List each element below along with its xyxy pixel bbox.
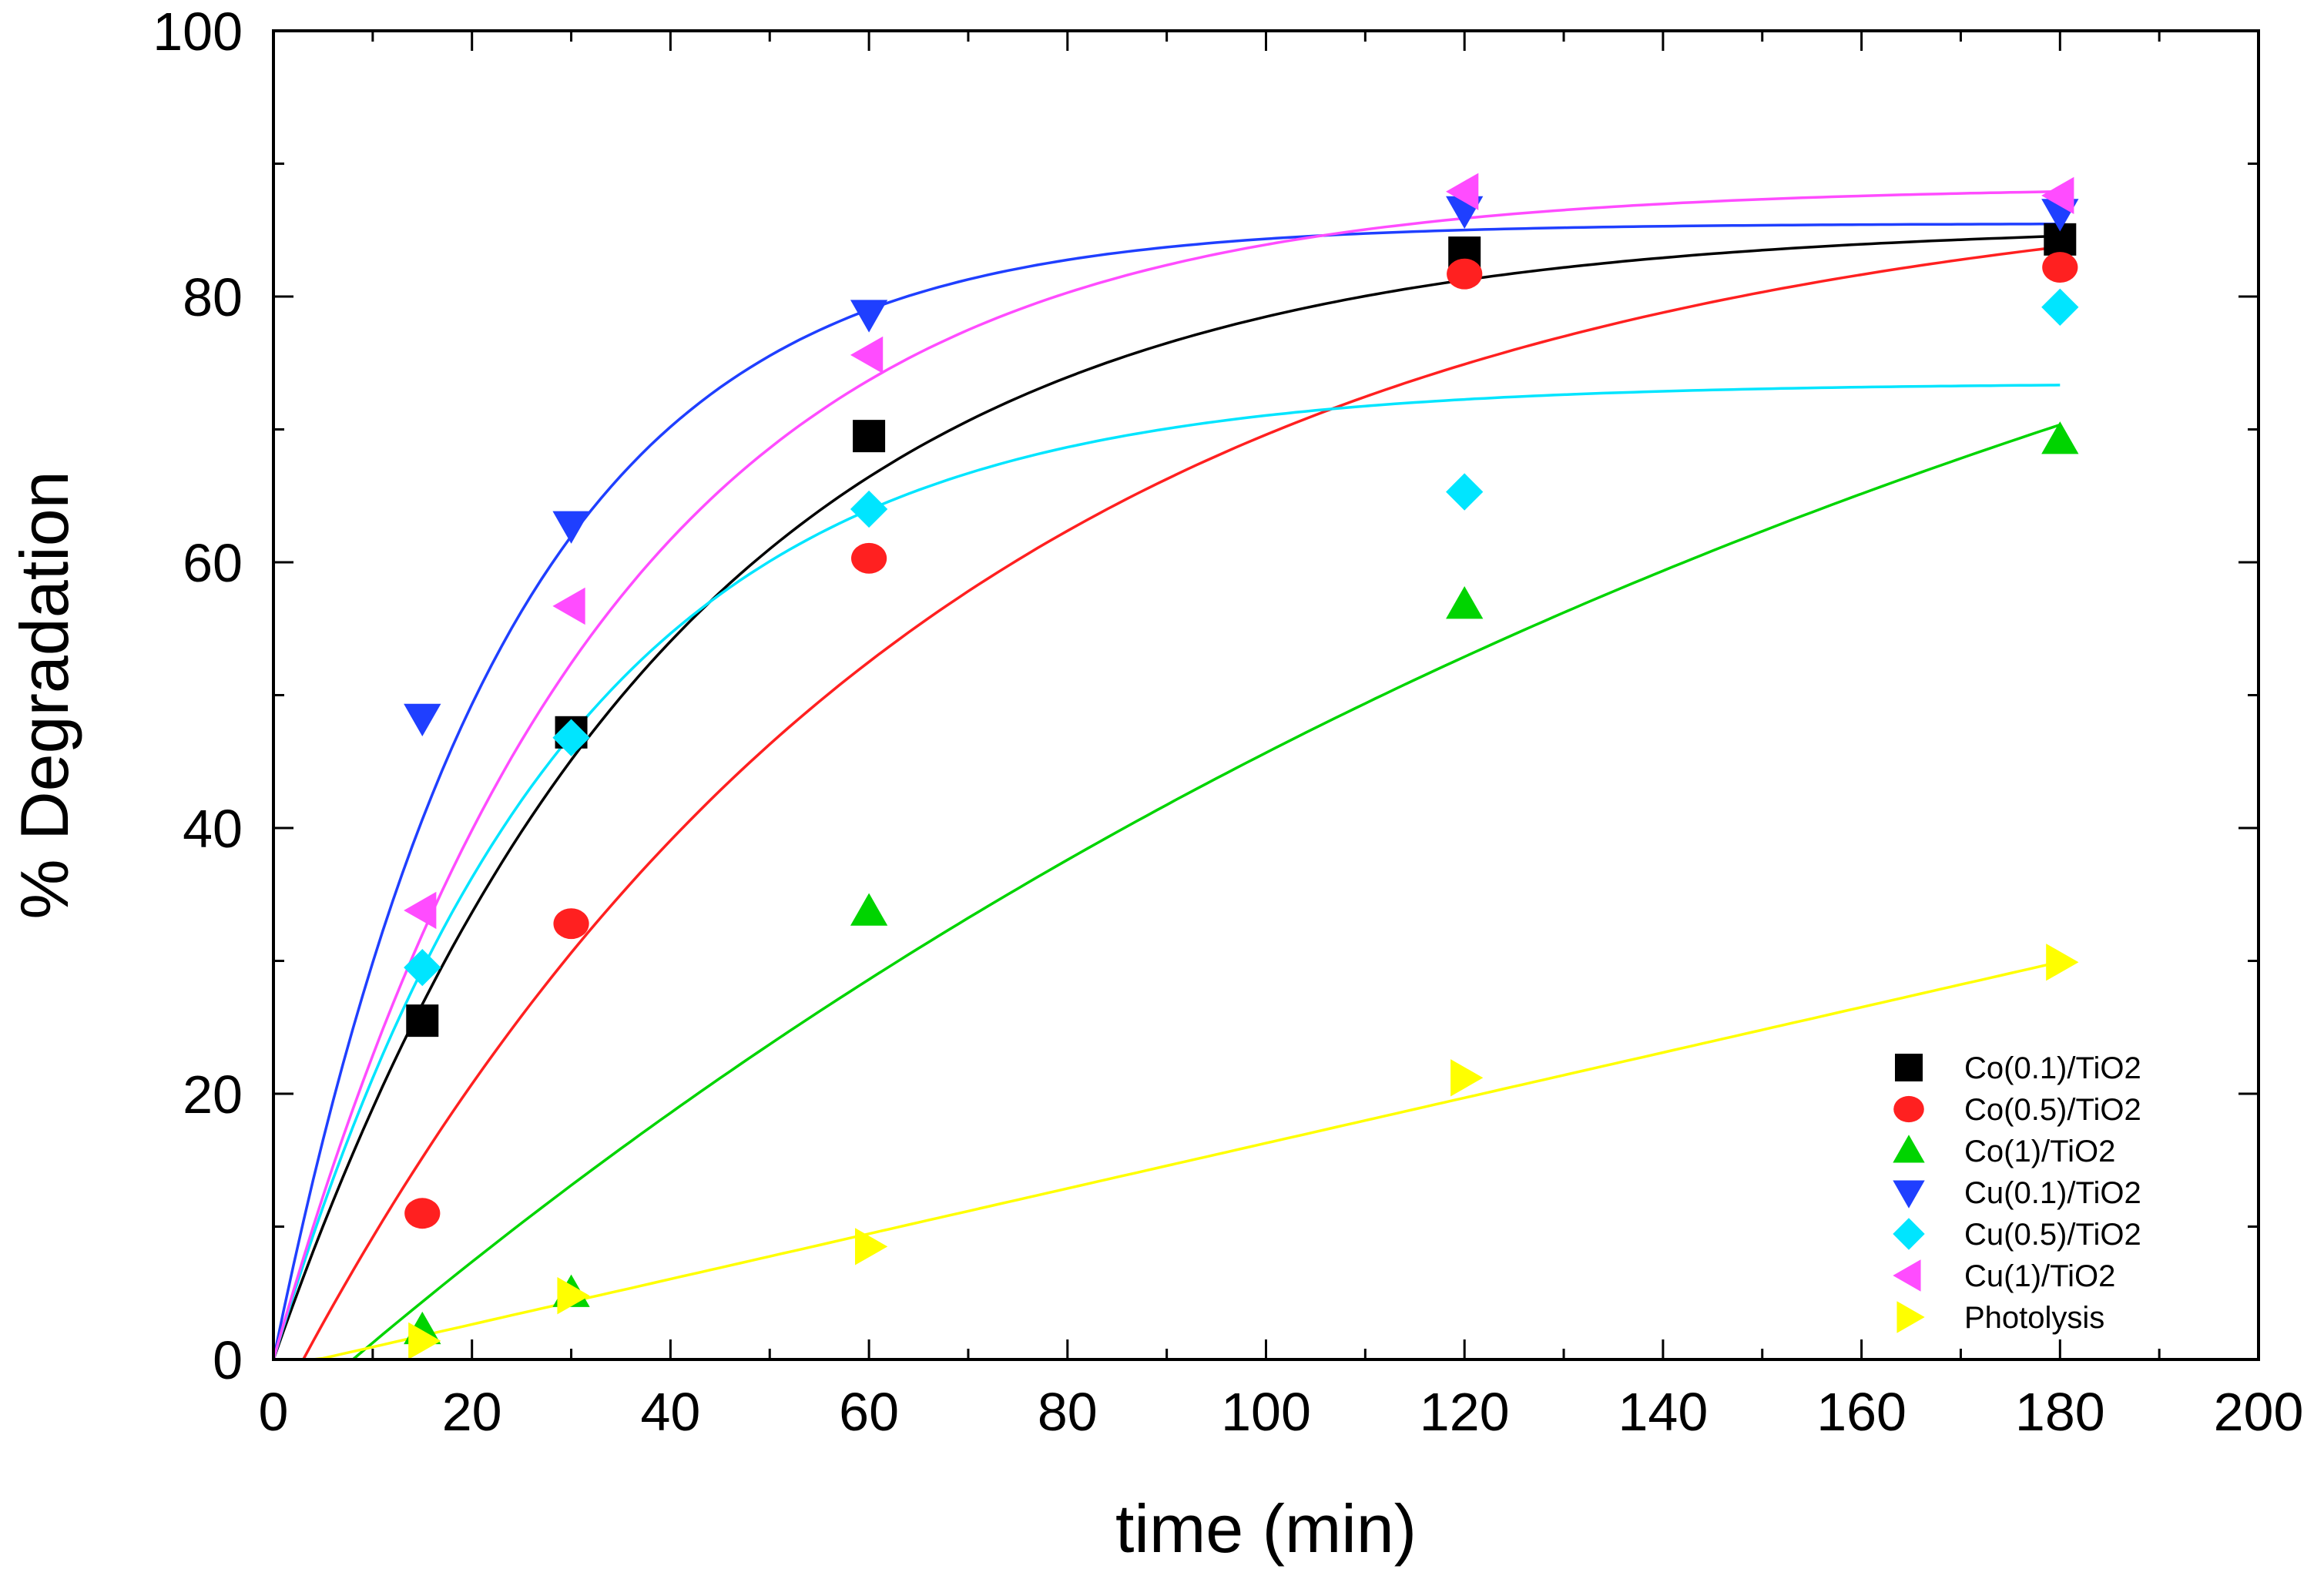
legend-marker-co-0-1-tio2 <box>1895 1054 1923 1081</box>
fit-curves <box>272 189 2061 1361</box>
data-point-co-0-5-tio2 <box>1447 258 1483 290</box>
x-tick-label: 80 <box>1038 1382 1098 1442</box>
fit-curve-co-0-5-tio2 <box>273 245 2061 1361</box>
data-point-co-1-tio2 <box>2041 421 2079 454</box>
data-point-co-0-1-tio2 <box>853 420 886 453</box>
data-point-cu-0-1-tio2 <box>552 511 590 544</box>
y-axis-title: % Degradation <box>6 471 82 919</box>
x-tick-label: 120 <box>1420 1382 1510 1442</box>
y-tick-label: 100 <box>153 2 243 62</box>
legend-label-co-0-1-tio2: Co(0.1)/TiO2 <box>1964 1051 2141 1085</box>
data-point-cu-0-5-tio2 <box>2041 288 2079 326</box>
y-tick-label: 40 <box>183 799 243 859</box>
data-point-cu-1-tio2 <box>552 587 585 625</box>
x-tick-label: 40 <box>640 1382 700 1442</box>
legend-marker-co-1-tio2 <box>1893 1135 1925 1163</box>
legend-marker-cu-1-tio2 <box>1893 1259 1921 1292</box>
legend-marker-cu-0-1-tio2 <box>1893 1180 1925 1209</box>
legend-label-photolysis: Photolysis <box>1964 1301 2104 1335</box>
data-point-cu-1-tio2 <box>404 891 437 930</box>
data-point-cu-0-5-tio2 <box>404 948 441 987</box>
legend-label-cu-1-tio2: Cu(1)/TiO2 <box>1964 1259 2115 1293</box>
data-point-co-0-5-tio2 <box>553 908 589 940</box>
legend-marker-photolysis <box>1896 1301 1925 1333</box>
legend-label-cu-0-5-tio2: Cu(0.5)/TiO2 <box>1964 1218 2141 1252</box>
data-point-co-0-1-tio2 <box>406 1004 439 1038</box>
x-tick-label: 0 <box>259 1382 289 1442</box>
x-tick-label: 60 <box>839 1382 899 1442</box>
y-tick-label: 60 <box>183 533 243 593</box>
fit-curve-cu-0-1-tio2 <box>272 223 2061 1360</box>
data-point-photolysis <box>2046 944 2079 981</box>
fit-curve-photolysis <box>273 960 2061 1361</box>
data-point-cu-0-5-tio2 <box>850 490 888 528</box>
data-point-photolysis <box>1450 1059 1484 1097</box>
fit-curve-co-0-1-tio2 <box>272 234 2061 1360</box>
data-point-co-0-5-tio2 <box>404 1198 441 1229</box>
x-tick-label: 140 <box>1618 1382 1709 1442</box>
x-tick-label: 180 <box>2015 1382 2105 1442</box>
data-point-co-0-5-tio2 <box>2042 252 2078 283</box>
data-point-co-0-5-tio2 <box>851 542 887 574</box>
data-point-cu-1-tio2 <box>850 336 884 374</box>
legend-marker-cu-0-5-tio2 <box>1893 1218 1925 1250</box>
data-point-cu-0-5-tio2 <box>552 719 590 756</box>
data-point-cu-0-1-tio2 <box>404 703 441 736</box>
x-tick-label: 200 <box>2214 1382 2304 1442</box>
x-tick-label: 160 <box>1816 1382 1906 1442</box>
fit-curve-cu-0-5-tio2 <box>272 384 2061 1360</box>
axis-tick-labels: 0 20 40 60 80 100 120 140 160 180 200 0 20 40 60 80 100 <box>153 2 2303 1442</box>
data-point-cu-1-tio2 <box>1446 173 1479 210</box>
data-point-cu-1-tio2 <box>2041 176 2074 215</box>
legend: Co(0.1)/TiO2 Co(0.5)/TiO2 Co(1)/TiO2 Cu(0.1… <box>1893 1051 2141 1335</box>
data-point-photolysis <box>854 1228 888 1266</box>
y-tick-label: 20 <box>183 1064 243 1125</box>
data-point-co-1-tio2 <box>1446 586 1484 619</box>
data-point-photolysis <box>408 1322 441 1359</box>
axis-ticks <box>272 29 2260 1361</box>
x-axis-title: time (min) <box>1115 1490 1417 1567</box>
fit-curve-cu-1-tio2 <box>272 189 2061 1360</box>
x-tick-label: 100 <box>1221 1382 1311 1442</box>
data-point-cu-0-5-tio2 <box>1446 473 1484 511</box>
data-point-photolysis <box>557 1277 590 1315</box>
legend-marker-co-0-5-tio2 <box>1893 1095 1924 1123</box>
legend-label-co-1-tio2: Co(1)/TiO2 <box>1964 1135 2115 1168</box>
plot-frame <box>272 29 2260 1361</box>
fit-curve-co-1-tio2 <box>273 423 2061 1361</box>
legend-label-cu-0-1-tio2: Cu(0.1)/TiO2 <box>1964 1176 2141 1210</box>
data-point-co-1-tio2 <box>850 893 888 926</box>
x-tick-label: 20 <box>442 1382 502 1442</box>
data-point-cu-0-1-tio2 <box>850 300 888 333</box>
data-points <box>404 173 2079 1359</box>
y-tick-label: 80 <box>183 267 243 327</box>
legend-label-co-0-5-tio2: Co(0.5)/TiO2 <box>1964 1093 2141 1127</box>
y-tick-label: 0 <box>213 1330 243 1390</box>
